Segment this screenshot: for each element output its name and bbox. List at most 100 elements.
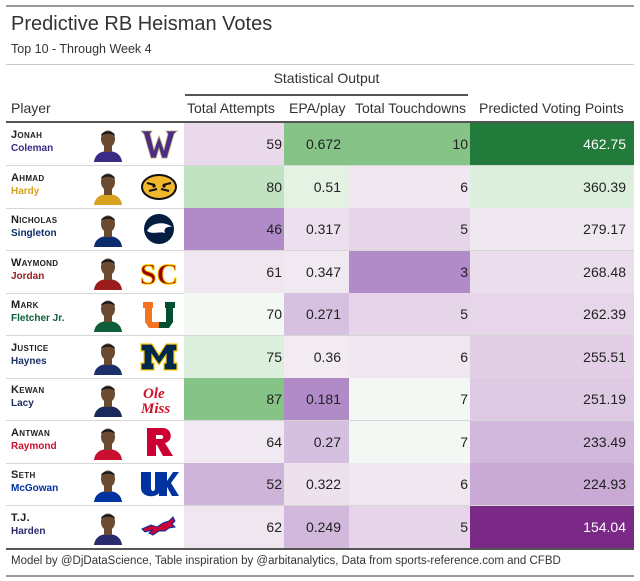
cell-points: 268.48 (470, 250, 634, 293)
svg-text:Ole: Ole (143, 386, 165, 402)
end-rule (6, 575, 634, 577)
cell-tds: 7 (349, 420, 476, 463)
cell-attempts: 61 (184, 250, 290, 293)
cell-tds: 5 (349, 208, 476, 250)
michigan-m-logo (139, 341, 179, 373)
cell-tds: 10 (349, 123, 476, 165)
spanner-statistical-output: Statistical Output (273, 70, 380, 86)
player-last-name: Jordan (11, 270, 45, 282)
cell-epa: 0.347 (284, 250, 349, 293)
table-row: Jonah Coleman 59 0.672 10 462.75 (6, 123, 634, 166)
subtitle-rule (6, 64, 634, 65)
cell-epa: 0.51 (284, 165, 349, 208)
cell-attempts: 70 (184, 293, 290, 335)
cell-points: 360.39 (470, 165, 634, 208)
missouri-tiger-logo (139, 171, 179, 203)
cell-tds: 3 (349, 250, 476, 293)
player-first-name: Waymond (11, 256, 59, 269)
player-first-name: Nicholas (11, 214, 58, 226)
player-last-name: Hardy (11, 185, 40, 197)
spanner-rule (185, 94, 468, 96)
player-headshot-icon (90, 211, 126, 247)
cell-tds: 5 (349, 505, 476, 548)
cell-epa: 0.317 (284, 208, 349, 250)
cell-epa: 0.672 (284, 123, 349, 165)
player-first-name: T.J. (11, 511, 30, 524)
cell-epa: 0.181 (284, 378, 349, 420)
player-first-name: Jonah (11, 129, 43, 141)
cell-tds: 6 (349, 165, 476, 208)
table-subtitle: Top 10 - Through Week 4 (11, 42, 152, 56)
player-headshot-icon (90, 126, 126, 162)
kentucky-uk-logo (139, 468, 179, 500)
cell-epa: 0.271 (284, 293, 349, 335)
cell-tds: 5 (349, 293, 476, 335)
cell-points: 224.93 (470, 463, 634, 505)
cell-tds: 6 (349, 463, 476, 505)
cell-epa: 0.27 (284, 420, 349, 463)
table-row: Kewan Lacy Ole Miss 87 0.181 7 251.19 (6, 378, 634, 421)
cell-attempts: 59 (184, 123, 290, 165)
cell-attempts: 52 (184, 463, 290, 505)
smu-mustang-logo (139, 511, 179, 543)
cell-points: 255.51 (470, 335, 634, 378)
table-row: Mark Fletcher Jr. 70 0.271 5 262.39 (6, 293, 634, 336)
player-last-name: Singleton (11, 228, 57, 239)
cell-attempts: 46 (184, 208, 290, 250)
miami-u-logo (139, 298, 179, 330)
cell-attempts: 75 (184, 335, 290, 378)
header-rule (6, 121, 634, 123)
player-last-name: Coleman (11, 143, 54, 154)
washington-w-logo (139, 128, 179, 160)
player-last-name: Raymond (11, 440, 57, 452)
player-first-name: Justice (11, 341, 49, 354)
cell-attempts: 62 (184, 505, 290, 548)
footer-credits: Model by @DjDataScience, Table inspirati… (11, 555, 561, 567)
player-first-name: Seth (11, 469, 36, 481)
table-title: Predictive RB Heisman Votes (11, 13, 273, 35)
player-last-name: Fletcher Jr. (11, 313, 65, 324)
player-first-name: Mark (11, 299, 39, 311)
player-last-name: Harden (11, 525, 46, 537)
rutgers-r-logo (139, 426, 179, 458)
cell-points: 233.49 (470, 420, 634, 463)
player-last-name: Lacy (11, 398, 34, 409)
table-row: Antwan Raymond 64 0.27 7 233.49 (6, 420, 634, 464)
player-headshot-icon (90, 254, 126, 290)
cell-points: 279.17 (470, 208, 634, 250)
player-headshot-icon (90, 381, 126, 417)
cell-epa: 0.249 (284, 505, 349, 548)
column-header-epa: EPA/play (289, 100, 346, 116)
column-header-voting-points: Predicted Voting Points (479, 100, 624, 116)
column-header-touchdowns: Total Touchdowns (355, 100, 467, 116)
cell-epa: 0.322 (284, 463, 349, 505)
top-rule (6, 5, 634, 7)
svg-text:Miss: Miss (140, 401, 170, 415)
ole-miss-logo: Ole Miss (139, 383, 179, 415)
table-row: Seth McGowan 52 0.322 6 224.93 (6, 463, 634, 506)
player-headshot-icon (90, 509, 126, 545)
table-row: Justice Haynes 75 0.36 6 255.51 (6, 335, 634, 379)
player-last-name: McGowan (11, 483, 59, 494)
cell-epa: 0.36 (284, 335, 349, 378)
table-row: Waymond Jordan SC 61 0.347 3 268.48 (6, 250, 634, 294)
table-row: Ahmad Hardy 80 0.51 6 360.39 (6, 165, 634, 209)
cell-attempts: 80 (184, 165, 290, 208)
table-row: Nicholas Singleton 46 0.317 5 279.17 (6, 208, 634, 251)
cell-tds: 6 (349, 335, 476, 378)
cell-tds: 7 (349, 378, 476, 420)
table-row: T.J. Harden 62 0.249 5 154.04 (6, 505, 634, 549)
player-headshot-icon (90, 466, 126, 502)
column-header-player: Player (11, 100, 51, 116)
cell-points: 262.39 (470, 293, 634, 335)
cell-points: 251.19 (470, 378, 634, 420)
player-first-name: Antwan (11, 426, 51, 439)
usc-sc-logo: SC (139, 256, 179, 288)
player-last-name: Haynes (11, 355, 47, 367)
penn-state-lion-logo (139, 213, 179, 245)
player-first-name: Ahmad (11, 171, 45, 184)
column-header-attempts: Total Attempts (187, 100, 275, 116)
player-headshot-icon (90, 339, 126, 375)
cell-points: 462.75 (470, 123, 634, 165)
cell-points: 154.04 (470, 505, 634, 548)
